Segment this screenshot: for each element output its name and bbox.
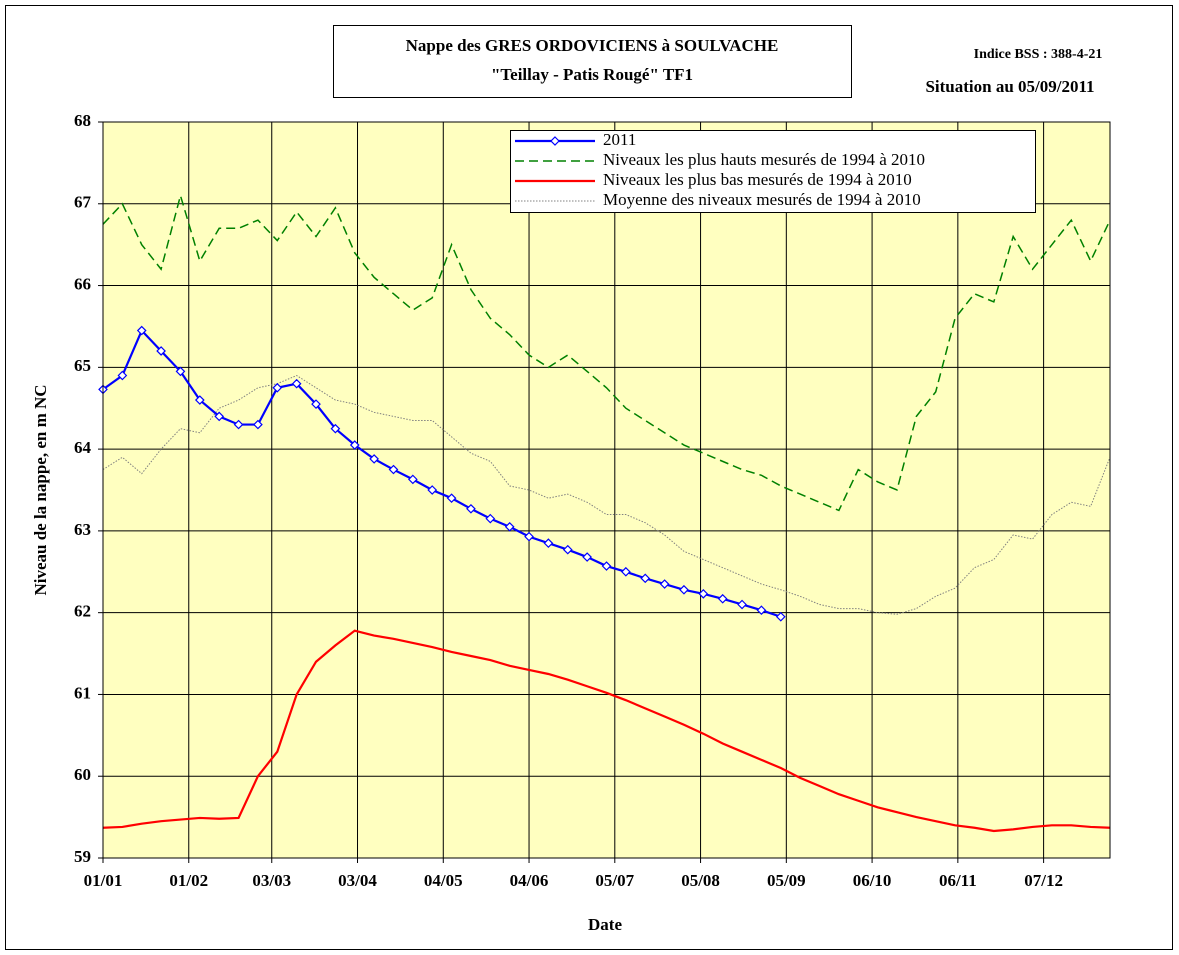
legend-label: Niveaux les plus hauts mesurés de 1994 à… — [603, 150, 925, 169]
marker — [543, 538, 554, 549]
marker — [214, 411, 225, 422]
x-tick-label: 01/01 — [84, 871, 123, 890]
marker — [640, 573, 651, 584]
marker — [485, 513, 496, 524]
marker — [330, 423, 341, 434]
x-tick-label: 06/10 — [853, 871, 892, 890]
y-tick-label: 66 — [74, 274, 91, 293]
y-tick-label: 61 — [74, 683, 91, 702]
y-tick-label: 62 — [74, 602, 91, 621]
y-tick-label: 59 — [74, 847, 91, 866]
series-line — [102, 192, 1111, 512]
marker — [427, 485, 438, 495]
y-tick-label: 65 — [74, 356, 91, 375]
marker — [504, 521, 515, 532]
marker — [446, 493, 457, 504]
marker — [291, 378, 302, 389]
y-tick-label: 60 — [74, 765, 91, 784]
y-tick-label: 68 — [74, 111, 91, 130]
marker — [717, 593, 728, 604]
marker — [388, 464, 399, 475]
x-tick-label: 01/02 — [169, 871, 208, 890]
marker — [253, 419, 263, 430]
marker — [679, 584, 689, 595]
marker — [194, 395, 205, 405]
x-tick-label: 05/08 — [681, 871, 720, 890]
legend-label: Moyenne des niveaux mesurés de 1994 à 20… — [603, 190, 921, 209]
marker — [407, 474, 418, 485]
y-axis-label: Niveau de la nappe, en m NC — [31, 384, 50, 595]
marker — [369, 454, 379, 464]
marker — [349, 440, 360, 450]
legend-box — [510, 130, 1036, 213]
x-tick-label: 07/12 — [1024, 871, 1063, 890]
x-tick-label: 04/06 — [510, 871, 549, 890]
marker — [136, 325, 147, 336]
legend-label: Niveaux les plus bas mesurés de 1994 à 2… — [603, 170, 912, 189]
marker — [117, 370, 128, 381]
x-tick-label: 05/07 — [595, 871, 634, 890]
legend-label: 2011 — [603, 130, 636, 149]
marker — [756, 605, 767, 616]
y-tick-label: 63 — [74, 520, 91, 539]
title-box — [333, 25, 852, 98]
marker — [466, 503, 476, 514]
plot-border — [102, 121, 1111, 859]
x-axis-label: Date — [588, 915, 622, 934]
marker — [582, 552, 592, 562]
marker — [524, 531, 534, 542]
series-line — [102, 629, 1111, 833]
marker — [737, 599, 747, 610]
x-tick-label: 06/11 — [939, 871, 977, 890]
x-tick-label: 04/05 — [424, 871, 463, 890]
marker — [562, 544, 573, 555]
plot-area — [103, 122, 1110, 858]
annotation: Situation au 05/09/2011 — [925, 77, 1094, 96]
chart-title: Nappe des GRES ORDOVICIENS à SOULVACHE — [406, 36, 779, 55]
y-tick-label: 67 — [74, 193, 92, 212]
marker — [621, 566, 631, 577]
marker — [233, 419, 244, 430]
marker — [659, 579, 670, 589]
marker — [601, 561, 612, 571]
x-tick-label: 03/04 — [338, 871, 377, 890]
marker — [156, 346, 166, 356]
marker — [311, 399, 321, 409]
annotation: Indice BSS : 388-4-21 — [974, 47, 1103, 62]
x-tick-label: 03/03 — [252, 871, 291, 890]
marker — [272, 382, 283, 393]
legend-marker — [550, 136, 560, 146]
marker — [775, 611, 786, 622]
marker — [175, 366, 186, 377]
x-tick-label: 05/09 — [767, 871, 806, 890]
chart-subtitle: "Teillay - Patis Rougé" TF1 — [491, 65, 693, 84]
y-tick-label: 64 — [74, 438, 92, 457]
marker — [698, 589, 709, 599]
